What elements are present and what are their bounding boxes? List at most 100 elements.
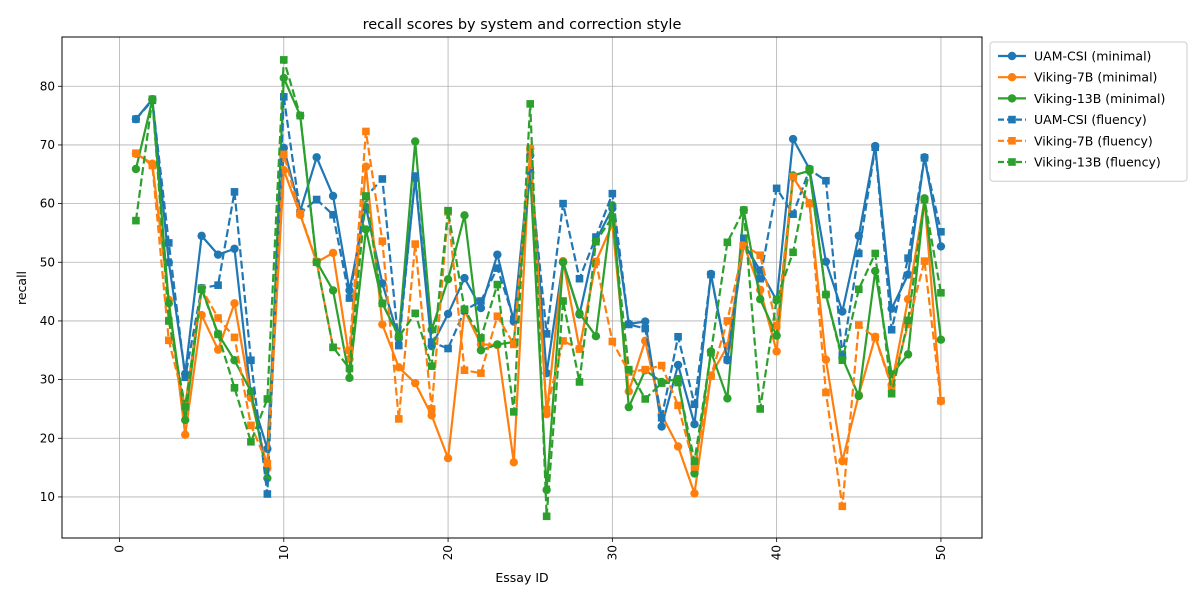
x-tick-label: 0 bbox=[113, 545, 127, 553]
data-point bbox=[903, 270, 913, 279]
data-point bbox=[723, 238, 732, 247]
x-axis-label: Essay ID bbox=[495, 570, 548, 585]
data-point bbox=[674, 332, 682, 341]
data-point bbox=[739, 241, 748, 250]
legend-item: Viking-13B (fluency) bbox=[998, 155, 1161, 170]
data-point bbox=[328, 191, 338, 201]
legend-item: Viking-7B (fluency) bbox=[998, 133, 1153, 148]
data-point bbox=[427, 411, 436, 420]
data-point bbox=[427, 338, 436, 346]
data-point bbox=[263, 395, 272, 403]
data-point bbox=[427, 405, 436, 413]
data-point bbox=[279, 150, 288, 159]
data-point bbox=[707, 348, 715, 357]
data-point bbox=[723, 317, 732, 325]
legend-item: Viking-13B (minimal) bbox=[998, 91, 1165, 106]
data-point bbox=[772, 331, 781, 340]
data-point bbox=[493, 264, 502, 272]
data-point bbox=[690, 419, 699, 429]
data-point bbox=[443, 454, 453, 463]
data-point bbox=[674, 401, 682, 410]
data-point bbox=[756, 274, 765, 283]
data-point bbox=[477, 297, 485, 305]
legend-item: Viking-7B (minimal) bbox=[998, 70, 1157, 85]
data-point bbox=[328, 248, 338, 258]
data-point bbox=[937, 396, 945, 405]
data-point bbox=[887, 325, 896, 334]
legend: UAM-CSI (minimal) Viking-7B (minimal) Viki… bbox=[989, 41, 1188, 182]
x-tick-label: 30 bbox=[605, 545, 619, 560]
data-point bbox=[279, 73, 288, 83]
data-point bbox=[214, 281, 222, 289]
x-tick-label: 20 bbox=[441, 545, 455, 560]
data-point bbox=[838, 356, 847, 365]
data-point bbox=[312, 153, 321, 162]
data-point bbox=[887, 382, 896, 391]
data-point bbox=[394, 363, 403, 372]
data-point bbox=[263, 490, 272, 498]
data-point bbox=[444, 206, 452, 215]
data-point bbox=[230, 188, 239, 196]
data-point bbox=[936, 242, 946, 251]
data-point bbox=[345, 373, 354, 383]
data-point bbox=[476, 346, 486, 355]
data-point bbox=[247, 421, 255, 430]
data-point bbox=[132, 115, 140, 123]
y-tick-label: 10 bbox=[40, 490, 55, 504]
legend-marker bbox=[1007, 73, 1017, 82]
data-point bbox=[394, 332, 403, 341]
data-point bbox=[805, 165, 814, 174]
data-point bbox=[230, 333, 239, 342]
legend-marker bbox=[1007, 94, 1017, 103]
data-point bbox=[674, 378, 682, 387]
data-point bbox=[936, 335, 946, 344]
data-point bbox=[394, 341, 403, 350]
data-point bbox=[822, 176, 830, 185]
data-point bbox=[148, 161, 157, 170]
data-point bbox=[624, 320, 633, 329]
data-point bbox=[411, 378, 420, 388]
data-point bbox=[707, 270, 715, 279]
data-point bbox=[526, 145, 535, 153]
data-point bbox=[559, 337, 567, 345]
data-point bbox=[213, 345, 223, 354]
x-tick-label: 50 bbox=[934, 545, 948, 560]
data-point bbox=[854, 249, 863, 258]
data-point bbox=[805, 199, 814, 208]
data-point bbox=[427, 362, 436, 370]
data-point bbox=[575, 274, 584, 283]
data-point bbox=[443, 275, 453, 284]
data-point bbox=[247, 356, 255, 365]
legend-item: UAM-CSI (fluency) bbox=[998, 112, 1147, 127]
data-point bbox=[673, 442, 683, 451]
data-point bbox=[559, 297, 567, 305]
data-point bbox=[477, 369, 485, 377]
data-point bbox=[296, 209, 305, 218]
data-point bbox=[279, 56, 288, 64]
data-point bbox=[723, 355, 732, 364]
data-point bbox=[854, 391, 863, 401]
data-point bbox=[460, 305, 469, 314]
data-point bbox=[509, 315, 518, 323]
data-point bbox=[558, 258, 568, 267]
data-point bbox=[132, 149, 140, 157]
data-point bbox=[575, 378, 584, 386]
data-point bbox=[493, 312, 502, 321]
data-point bbox=[214, 330, 222, 339]
legend-marker bbox=[1008, 137, 1016, 145]
data-point bbox=[838, 502, 847, 511]
data-point bbox=[591, 331, 601, 341]
data-point bbox=[854, 321, 863, 329]
legend-label: Viking-7B (fluency) bbox=[1034, 133, 1153, 148]
data-point bbox=[904, 316, 912, 325]
data-point bbox=[164, 317, 173, 325]
data-point bbox=[903, 350, 913, 359]
data-point bbox=[509, 458, 518, 467]
data-point bbox=[838, 456, 847, 466]
legend-label: Viking-7B (minimal) bbox=[1034, 70, 1157, 85]
data-point bbox=[739, 206, 748, 214]
data-point bbox=[329, 343, 337, 352]
series-layer bbox=[131, 56, 946, 521]
